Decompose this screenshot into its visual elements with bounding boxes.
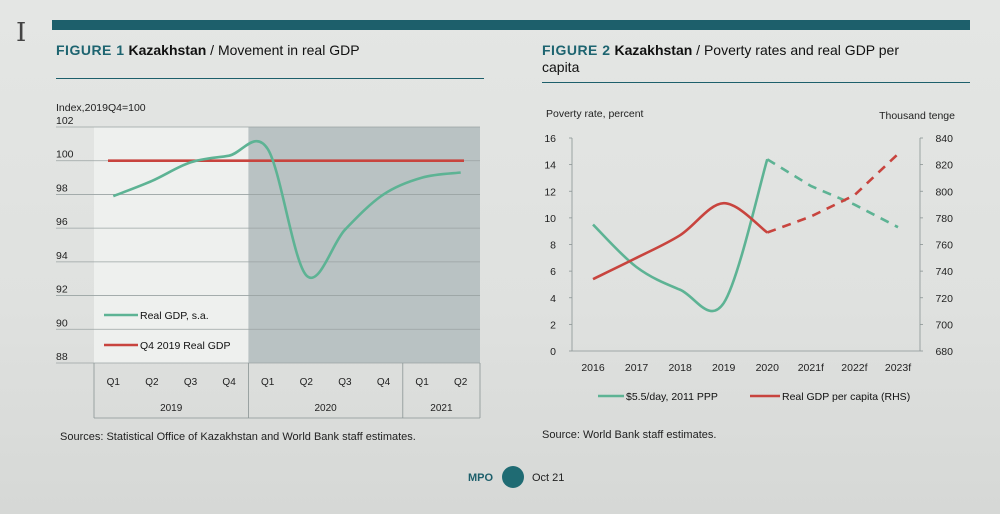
figure2-y2tick-label: 800 — [935, 186, 953, 198]
figure2-rule — [542, 82, 970, 83]
figure1-ytick-label: 96 — [56, 216, 68, 228]
figure1-xtick-label: Q3 — [338, 377, 352, 388]
figure2-ytick-label: 10 — [544, 213, 556, 225]
figure1-ytick-label: 94 — [56, 250, 68, 262]
figure2-number: FIGURE 2 — [542, 42, 611, 58]
figure1-xtick-label: Q1 — [261, 377, 275, 388]
figure1-xtick-label: Q2 — [454, 377, 468, 388]
figure2-y2label: Thousand tenge — [879, 110, 955, 122]
figure2-y2tick-label: 700 — [935, 319, 953, 331]
figure1-ytick-label: 98 — [56, 182, 68, 194]
figure1-ytick-label: 102 — [56, 115, 74, 127]
figure2-legend-label-gdp: Real GDP per capita (RHS) — [782, 391, 910, 403]
figure2-xtick-label: 2023f — [885, 362, 911, 374]
figure2-xtick-label: 2019 — [712, 362, 736, 374]
figure1-rule — [56, 78, 484, 79]
figure1-legend-label-real-gdp: Real GDP, s.a. — [140, 310, 209, 322]
figure1-series-real-gdp-line — [112, 139, 461, 280]
figure1-year-label: 2019 — [160, 403, 183, 414]
figure1-ytick-label: 90 — [56, 317, 68, 329]
figure2-xtick-label: 2017 — [625, 362, 649, 374]
figure2-title: FIGURE 2 Kazakhstan / Poverty rates and … — [542, 42, 932, 76]
figure2-ytick-label: 0 — [550, 346, 556, 358]
figure2-xtick-label: 2016 — [581, 362, 605, 374]
figure2-y2tick-label: 680 — [935, 346, 953, 358]
figure2-xtick-label: 2018 — [668, 362, 692, 374]
figure2-ytick-label: 6 — [550, 266, 556, 278]
figure2-y2tick-label: 820 — [935, 160, 953, 172]
figure2-ytick-label: 16 — [544, 133, 556, 145]
figure1-country: Kazakhstan — [128, 42, 207, 58]
text-cursor-icon: I — [16, 18, 27, 48]
figure2-series-poverty-forecast — [766, 158, 899, 229]
footer-dot-icon — [502, 466, 524, 488]
figure2-y2tick-label: 740 — [935, 266, 953, 278]
figure2-y2tick-label: 840 — [935, 133, 953, 145]
figure1-number: FIGURE 1 — [56, 42, 125, 58]
figure2-series-gdp-per-capita-line — [592, 201, 769, 281]
figure1-ytick-label: 92 — [56, 284, 68, 296]
figure1-xtick-label: Q2 — [145, 377, 159, 388]
figure1-legend-label-q4-2019: Q4 2019 Real GDP — [140, 340, 230, 352]
figure2-xtick-label: 2022f — [841, 362, 867, 374]
footer-left: MPO — [468, 472, 494, 484]
figure2-y2tick-label: 720 — [935, 293, 953, 305]
figure2-subtitle: / Poverty rates and real GDP per capita — [542, 42, 900, 75]
figure1-year-label: 2020 — [314, 403, 337, 414]
figure2-y2tick-label: 780 — [935, 213, 953, 225]
figure1-ytick-label: 88 — [56, 351, 68, 363]
figure1-xtick-label: Q1 — [107, 377, 121, 388]
figure1-title: FIGURE 1 Kazakhstan / Movement in real G… — [56, 42, 360, 59]
figure1-source: Sources: Statistical Office of Kazakhsta… — [60, 431, 416, 443]
figure2-xtick-label: 2021f — [798, 362, 824, 374]
footer-right: Oct 21 — [532, 472, 565, 484]
figure1-xtick-label: Q1 — [415, 377, 429, 388]
figure1-ylabel: Index,2019Q4=100 — [56, 102, 146, 114]
figure1-xtick-label: Q4 — [377, 377, 391, 388]
figure2-xtick-label: 2020 — [756, 362, 780, 374]
figure2-source: Source: World Bank staff estimates. — [542, 429, 717, 441]
figure2-ytick-label: 14 — [544, 160, 556, 172]
figure2-y2tick-label: 760 — [935, 240, 953, 252]
figure2-ytick-label: 4 — [550, 293, 556, 305]
figure2-ytick-label: 8 — [550, 240, 556, 252]
figure1-year-label: 2021 — [430, 403, 453, 414]
figure2-series-gdp-per-capita-forecast — [766, 153, 899, 234]
figure2-ytick-label: 2 — [550, 319, 556, 331]
figure2-ytick-label: 12 — [544, 186, 556, 198]
figure1-xtick-label: Q4 — [222, 377, 236, 388]
figure2-country: Kazakhstan — [614, 42, 693, 58]
figure1-ytick-label: 100 — [56, 149, 74, 161]
figure1-xtick-label: Q3 — [184, 377, 198, 388]
figure1-shaded-region — [248, 127, 480, 363]
figure2-legend-label-poverty: $5.5/day, 2011 PPP — [626, 391, 718, 403]
figure2-ylabel: Poverty rate, percent — [546, 108, 644, 120]
figure1-subtitle: / Movement in real GDP — [210, 42, 360, 58]
header-bar — [52, 20, 970, 30]
figure1-xtick-label: Q2 — [300, 377, 314, 388]
